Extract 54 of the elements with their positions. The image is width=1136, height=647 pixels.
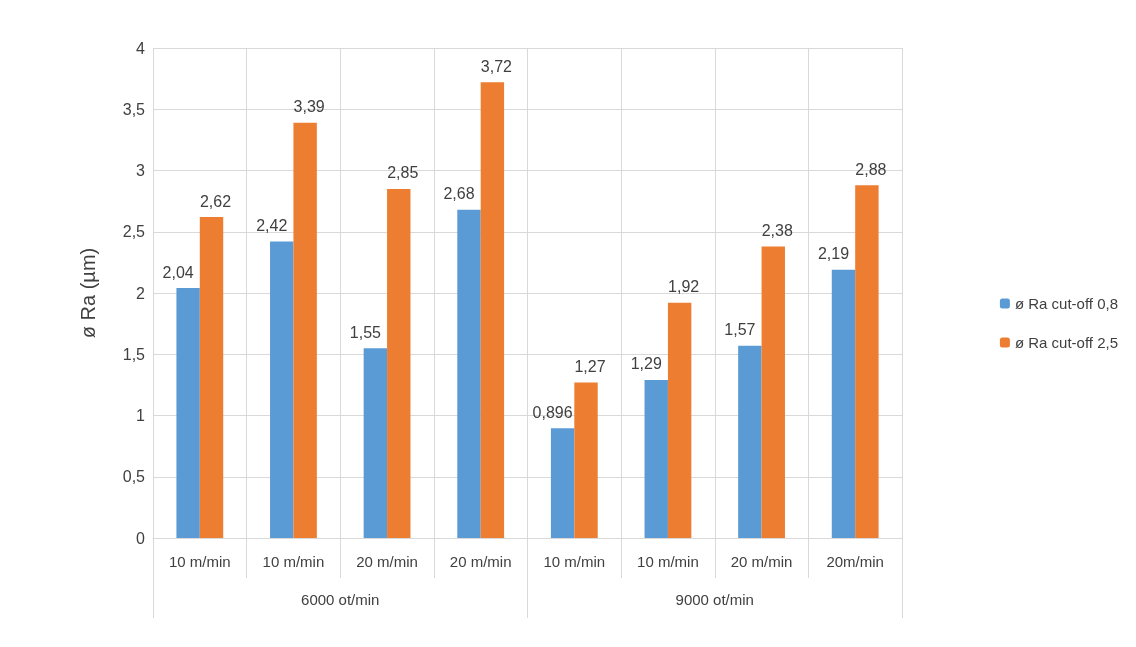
bar — [199, 217, 224, 538]
data-label: 2,62 — [199, 192, 232, 210]
data-label: 1,92 — [668, 278, 700, 296]
data-label: 1,27 — [574, 357, 606, 375]
bar — [831, 269, 856, 538]
y-tick-label: 1,5 — [122, 345, 146, 363]
bar — [457, 209, 481, 538]
bar — [738, 345, 762, 538]
x-tick-label: 20m/min — [826, 553, 884, 570]
x-tick-label: 20 m/min — [449, 553, 512, 570]
legend-label: ø Ra cut-off 0,8 — [1014, 295, 1119, 312]
data-label: 2,38 — [761, 221, 793, 239]
data-label: 1,57 — [724, 321, 756, 339]
y-axis-title: ø Ra (µm) — [77, 247, 99, 339]
text: 9000 ot/min — [675, 591, 754, 608]
bar — [574, 382, 598, 538]
bar — [363, 348, 388, 538]
bar — [855, 185, 879, 538]
y-tick-label: 1 — [136, 407, 146, 424]
x-tick-label: 20 m/min — [356, 553, 418, 570]
bar — [480, 82, 505, 538]
data-label: 2,04 — [162, 263, 194, 281]
data-label: 3,72 — [480, 57, 513, 75]
bar — [293, 122, 317, 538]
legend-label: ø Ra cut-off 2,5 — [1014, 334, 1119, 351]
data-label: 3,39 — [293, 98, 325, 116]
bar — [644, 379, 668, 538]
x-tick-label: 10 m/min — [168, 553, 231, 570]
data-label: 2,68 — [443, 185, 475, 203]
bar — [550, 428, 575, 538]
bar — [667, 302, 692, 538]
bar — [176, 288, 200, 538]
bar — [270, 241, 294, 538]
y-tick-label: 2 — [136, 284, 146, 302]
bar — [387, 188, 411, 538]
data-label: 1,29 — [630, 355, 662, 373]
y-tick-label: 2,5 — [122, 223, 146, 241]
x-tick-label: 10 m/min — [262, 553, 325, 570]
y-tick-label: 3,5 — [122, 100, 146, 118]
data-label: 2,88 — [855, 160, 887, 178]
data-label: 0,896 — [532, 403, 573, 421]
x-tick-label: 10 m/min — [543, 553, 606, 570]
text: 6000 ot/min — [301, 591, 380, 608]
y-tick-label: 3 — [136, 162, 146, 179]
y-tick-label: 0,5 — [122, 468, 146, 486]
data-label: 2,85 — [387, 164, 419, 182]
bar — [761, 246, 785, 538]
y-tick-label: 0 — [136, 529, 146, 547]
data-label: 1,55 — [349, 323, 382, 341]
data-label: 2,19 — [817, 245, 850, 263]
y-tick-label: 4 — [136, 39, 146, 57]
x-tick-label: 10 m/min — [637, 553, 699, 570]
x-tick-label: 20 m/min — [730, 553, 793, 570]
data-label: 2,42 — [256, 217, 288, 235]
